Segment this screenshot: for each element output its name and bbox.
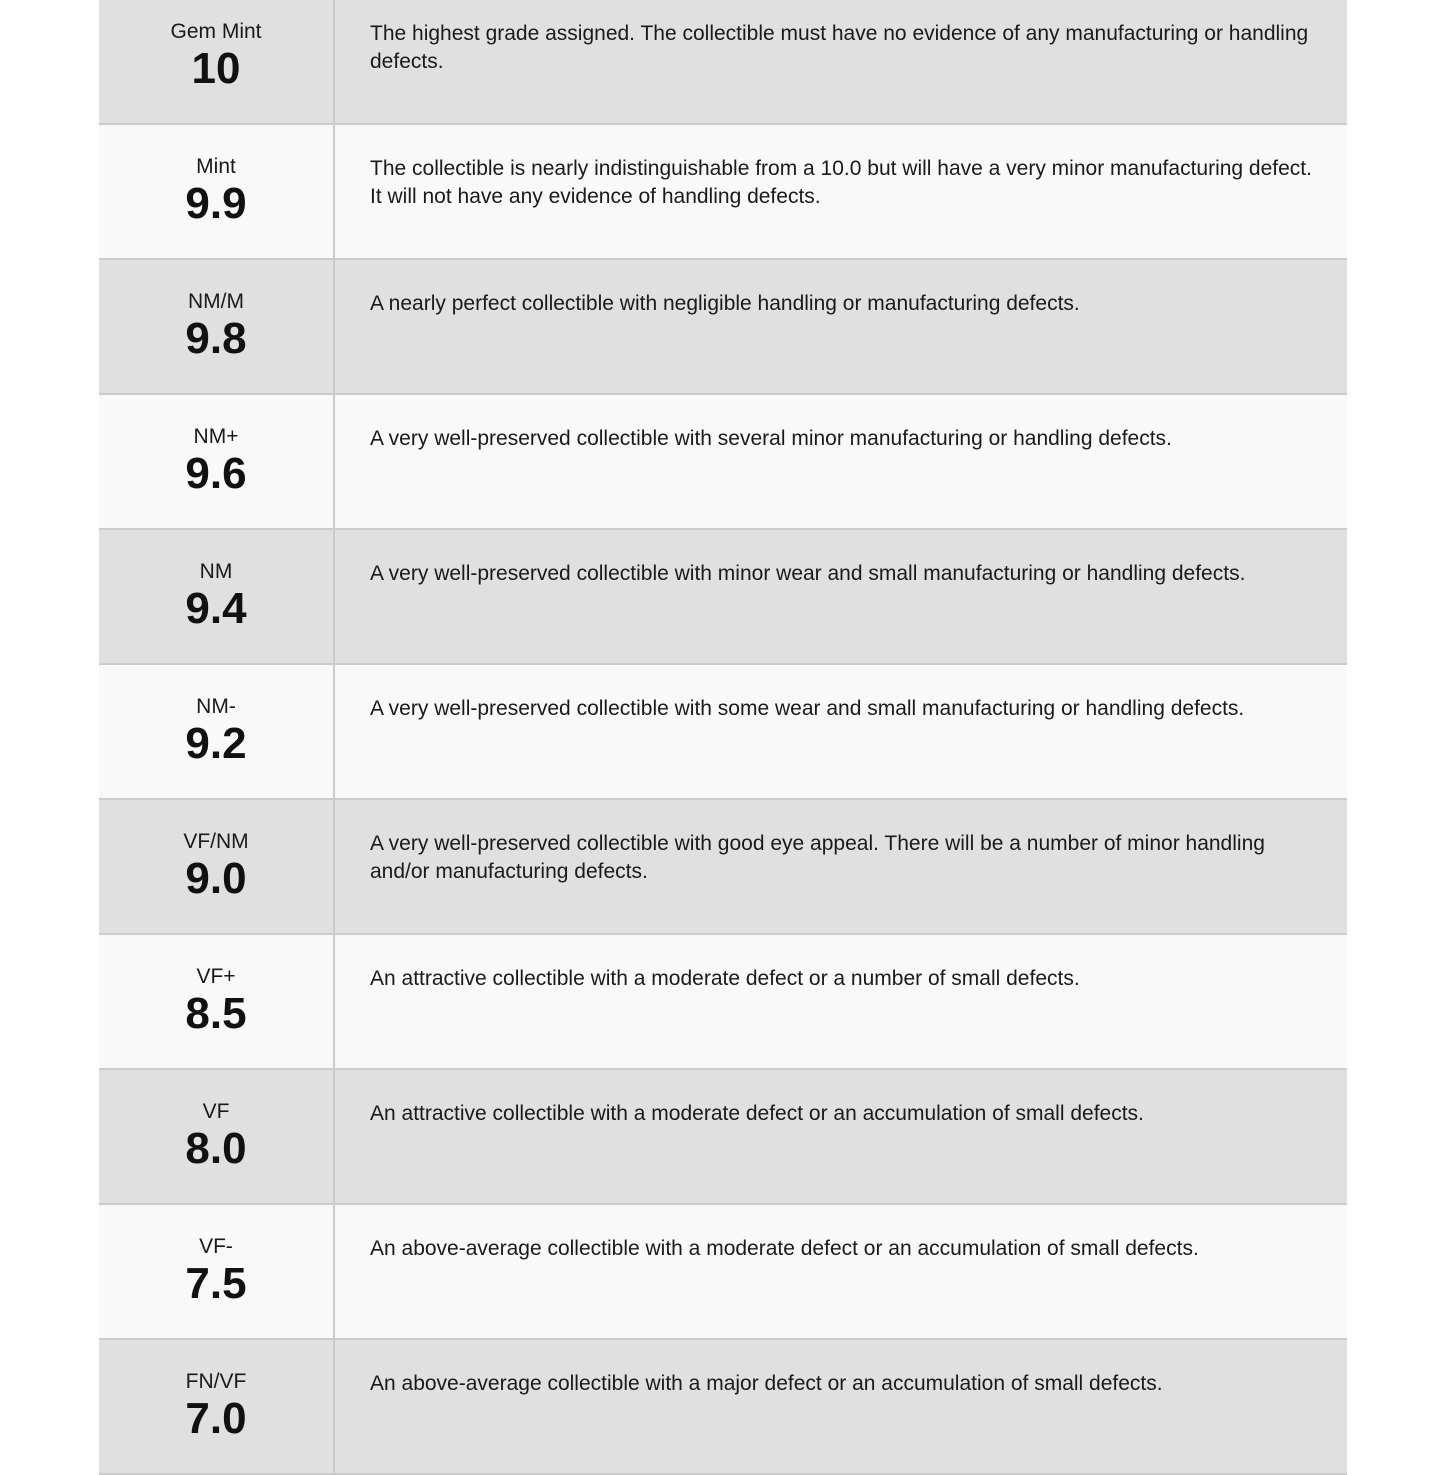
grade-row: NM 9.4 A very well-preserved collectible w… <box>99 530 1347 665</box>
grade-value: 8.0 <box>185 1124 247 1173</box>
grade-value: 10 <box>191 44 241 93</box>
grade-description: A very well-preserved collectible with s… <box>370 427 1172 450</box>
grade-description: An attractive collectible with a moderat… <box>370 1102 1144 1125</box>
grade-row: VF+ 8.5 An attractive collectible with a m… <box>99 935 1347 1070</box>
grade-cell: Mint 9.9 <box>99 125 335 258</box>
grade-value: 7.0 <box>185 1394 247 1443</box>
grade-row: NM/M 9.8 A nearly perfect collectible with… <box>99 260 1347 395</box>
grade-cell: VF- 7.5 <box>99 1205 335 1338</box>
grade-label: VF- <box>199 1235 233 1258</box>
grade-description: An above-average collectible with a mode… <box>370 1237 1199 1260</box>
grade-description: An attractive collectible with a moderat… <box>370 967 1080 990</box>
grade-description: A very well-preserved collectible with m… <box>370 562 1246 585</box>
grade-cell: NM- 9.2 <box>99 665 335 798</box>
grade-cell: NM/M 9.8 <box>99 260 335 393</box>
grade-value: 8.5 <box>185 989 247 1038</box>
grade-value: 9.6 <box>185 449 247 498</box>
grade-cell: NM 9.4 <box>99 530 335 663</box>
grade-label: FN/VF <box>185 1370 247 1393</box>
grade-row: Mint 9.9 The collectible is nearly indisti… <box>99 125 1347 260</box>
grade-row: NM+ 9.6 A very well-preserved collectible … <box>99 395 1347 530</box>
grade-description: A nearly perfect collectible with neglig… <box>370 292 1080 315</box>
grade-cell: FN/VF 7.0 <box>99 1340 335 1473</box>
grade-cell: VF+ 8.5 <box>99 935 335 1068</box>
grade-cell: Gem Mint 10 <box>99 0 335 123</box>
grade-cell: NM+ 9.6 <box>99 395 335 528</box>
grade-description: The collectible is nearly indistinguisha… <box>370 157 1312 208</box>
grade-row: VF- 7.5 An above-average collectible with … <box>99 1205 1347 1340</box>
grade-description: The highest grade assigned. The collecti… <box>370 22 1309 73</box>
grade-label: NM/M <box>188 290 244 313</box>
grade-label: NM- <box>196 695 236 718</box>
grade-value: 9.0 <box>185 854 247 903</box>
grade-label: VF+ <box>196 965 236 988</box>
grade-row: Gem Mint 10 The highest grade assigned. Th… <box>99 0 1347 125</box>
grade-label: VF/NM <box>183 830 249 853</box>
grade-description: A very well-preserved collectible with g… <box>370 832 1265 883</box>
grade-row: FN/VF 7.0 An above-average collectible wit… <box>99 1340 1347 1475</box>
grade-row: VF/NM 9.0 A very well-preserved collectibl… <box>99 800 1347 935</box>
grade-label: NM <box>199 560 233 583</box>
grade-label: Mint <box>196 155 236 178</box>
grade-label: VF <box>202 1100 230 1123</box>
grade-cell: VF 8.0 <box>99 1070 335 1203</box>
grade-row: VF 8.0 An attractive collectible with a mo… <box>99 1070 1347 1205</box>
grade-value: 7.5 <box>185 1259 247 1308</box>
grade-row: NM- 9.2 A very well-preserved collectible … <box>99 665 1347 800</box>
grade-cell: VF/NM 9.0 <box>99 800 335 933</box>
grade-value: 9.4 <box>185 584 247 633</box>
grade-value: 9.8 <box>185 314 247 363</box>
grade-value: 9.2 <box>185 719 247 768</box>
grade-description: An above-average collectible with a majo… <box>370 1372 1163 1395</box>
grading-table: Gem Mint 10 The highest grade assigned. Th… <box>99 0 1347 1475</box>
grade-description: A very well-preserved collectible with s… <box>370 697 1245 720</box>
grade-value: 9.9 <box>185 179 247 228</box>
grade-label: Gem Mint <box>170 20 262 43</box>
grade-label: NM+ <box>193 425 239 448</box>
